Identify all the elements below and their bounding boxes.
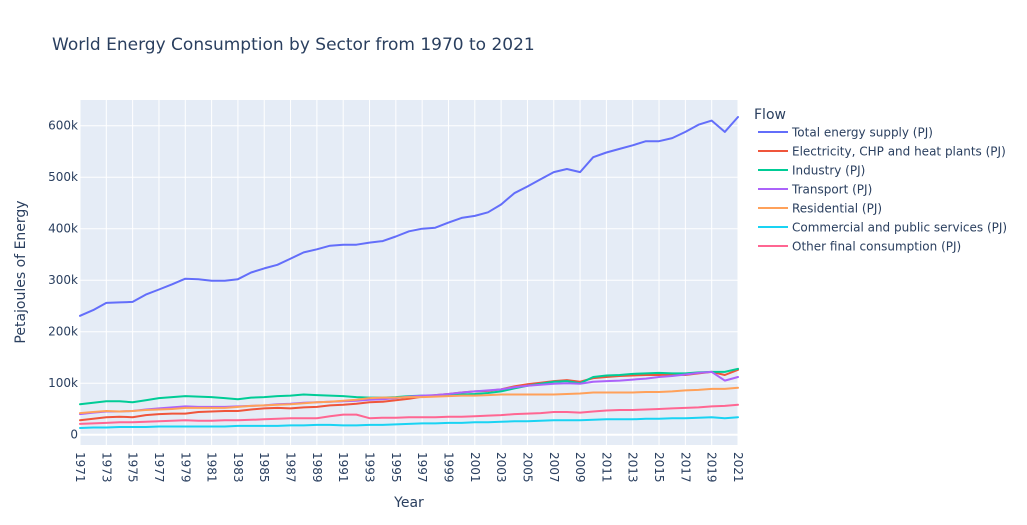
y-tick-label: 500k (48, 170, 78, 184)
x-tick-label: 2007 (547, 452, 561, 483)
x-axis-tick-labels: 1971 1973 1975 1977 1979 1981 1983 1985 1987 1989… (73, 452, 745, 483)
series-line-electricity-chp-and-heat-plants (79, 368, 739, 422)
x-tick-label: 2011 (599, 452, 613, 483)
legend-label: Other final consumption (PJ) (792, 240, 961, 254)
x-tick-label: 1991 (336, 452, 350, 483)
y-axis-title: Petajoules of Energy (13, 200, 29, 343)
legend-label: Electricity, CHP and heat plants (PJ) (792, 145, 1006, 159)
legend-label: Industry (PJ) (792, 164, 865, 178)
x-tick-label: 2001 (468, 452, 482, 483)
x-tick-label: 1989 (310, 452, 324, 483)
x-tick-label: 1995 (389, 452, 403, 483)
chart-title: World Energy Consumption by Sector from … (52, 35, 535, 55)
legend-item-electricity-chp-and-heat-plants[interactable]: Electricity, CHP and heat plants (PJ) (758, 145, 1006, 159)
x-tick-label: 1993 (363, 452, 377, 483)
legend-item-industry[interactable]: Industry (PJ) (758, 164, 865, 178)
x-tick-label: 1983 (231, 452, 245, 483)
y-gridlines (80, 125, 738, 436)
x-tick-label: 1975 (126, 452, 140, 483)
y-tick-label: 200k (48, 325, 78, 339)
x-tick-label: 1997 (415, 452, 429, 483)
plot-area (80, 100, 738, 445)
x-axis-title: Year (393, 495, 424, 511)
x-tick-label: 1971 (73, 452, 87, 483)
x-tick-label: 1977 (152, 452, 166, 483)
y-tick-label: 0 (70, 428, 78, 442)
legend-item-commercial-and-public-services[interactable]: Commercial and public services (PJ) (758, 221, 1007, 235)
y-tick-label: 400k (48, 222, 78, 236)
legend-item-transport[interactable]: Transport (PJ) (758, 183, 872, 197)
series-lines (79, 116, 739, 429)
series-line-total-energy-supply (79, 116, 739, 317)
series-line-commercial-and-public-services (79, 416, 739, 429)
legend-item-other-final-consumption[interactable]: Other final consumption (PJ) (758, 240, 961, 254)
series-line-other-final-consumption (79, 403, 739, 425)
legend-label: Transport (PJ) (791, 183, 872, 197)
y-axis-tick-labels: 0 100k 200k 300k 400k 500k 600k (48, 119, 78, 442)
x-tick-label: 2009 (573, 452, 587, 483)
x-gridlines (79, 100, 739, 445)
legend-title: Flow (754, 107, 786, 123)
legend-label: Commercial and public services (PJ) (792, 221, 1007, 235)
x-tick-label: 1981 (205, 452, 219, 483)
x-tick-label: 1999 (441, 452, 455, 483)
x-tick-label: 1973 (99, 452, 113, 483)
y-tick-label: 600k (48, 119, 78, 133)
x-tick-label: 2015 (652, 452, 666, 483)
x-tick-label: 2003 (494, 452, 508, 483)
series-line-residential (79, 386, 739, 415)
x-tick-label: 1979 (178, 452, 192, 483)
legend-item-total-energy-supply[interactable]: Total energy supply (PJ) (758, 126, 933, 140)
y-tick-label: 300k (48, 273, 78, 287)
x-tick-label: 2021 (731, 452, 745, 483)
x-tick-label: 2013 (626, 452, 640, 483)
x-tick-label: 2017 (678, 452, 692, 483)
x-tick-label: 2019 (705, 452, 719, 483)
x-tick-label: 1985 (257, 452, 271, 483)
y-tick-label: 100k (48, 376, 78, 390)
legend-label: Residential (PJ) (792, 202, 882, 216)
x-tick-label: 2005 (520, 452, 534, 483)
legend-label: Total energy supply (PJ) (791, 126, 933, 140)
x-tick-label: 1987 (284, 452, 298, 483)
legend-items: Total energy supply (PJ) Electricity, CHP… (758, 126, 1007, 254)
legend: Flow Total energy supply (PJ) Electricity… (754, 107, 1007, 254)
legend-item-residential[interactable]: Residential (PJ) (758, 202, 882, 216)
